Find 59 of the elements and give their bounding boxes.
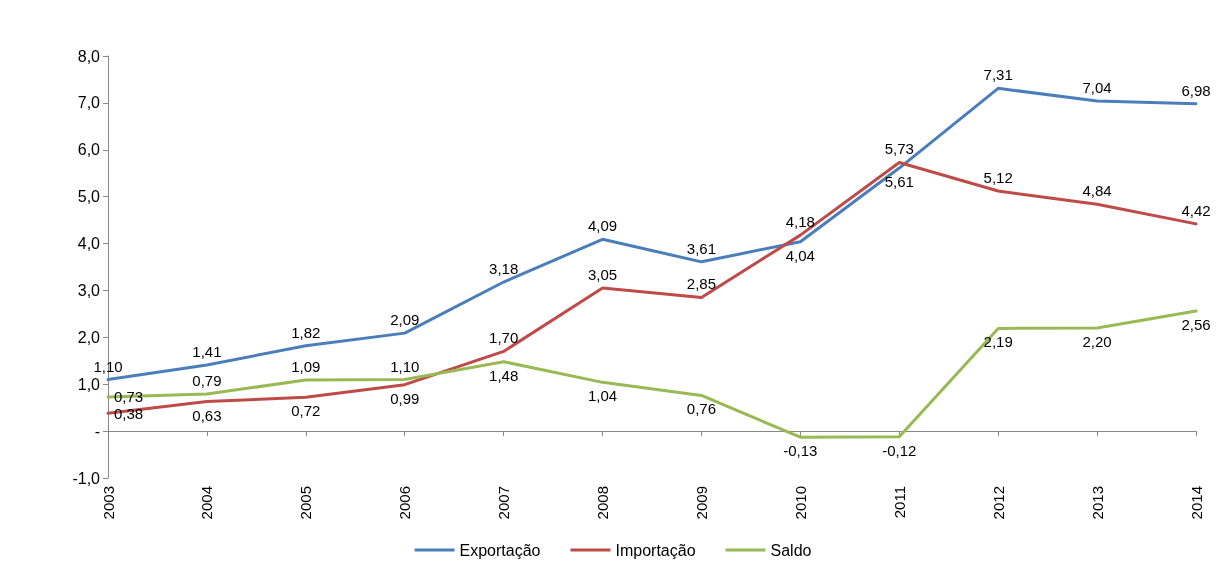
data-label: 7,31 — [983, 66, 1013, 84]
data-label: 1,10 — [93, 357, 123, 375]
data-label: 3,61 — [686, 239, 717, 257]
x-tick-label: 2006 — [396, 486, 414, 520]
data-label: 4,18 — [785, 213, 815, 231]
x-tick-label: 2014 — [1187, 486, 1205, 520]
x-tick-label: 2010 — [791, 486, 809, 520]
data-label: -0,12 — [882, 441, 917, 459]
y-tick-label: -1,0 — [72, 469, 101, 487]
data-label: 5,73 — [884, 140, 914, 158]
y-tick-label: 4,0 — [77, 235, 101, 253]
data-label: 2,09 — [390, 311, 420, 329]
data-label: 6,98 — [1181, 81, 1211, 99]
x-tick-label: 2005 — [297, 486, 315, 520]
data-label: 4,42 — [1181, 201, 1211, 219]
y-tick-label: 5,0 — [77, 188, 101, 206]
data-label: 2,20 — [1082, 332, 1112, 350]
data-label: 2,56 — [1181, 316, 1211, 334]
data-label: 3,05 — [587, 266, 618, 284]
legend-label: Saldo — [770, 541, 812, 559]
data-label: -0,13 — [783, 442, 818, 460]
y-tick-label: - — [94, 422, 100, 440]
y-tick-label: 2,0 — [77, 328, 101, 346]
data-label: 3,18 — [489, 260, 519, 277]
x-tick-label: 2011 — [890, 486, 908, 519]
data-label: 1,09 — [291, 358, 321, 375]
y-tick-label: 1,0 — [77, 375, 101, 393]
data-label: 0,76 — [686, 400, 717, 418]
y-tick-label: 6,0 — [77, 141, 101, 159]
y-tick-label: 8,0 — [77, 47, 101, 65]
data-label: 0,72 — [291, 402, 321, 420]
x-tick-label: 2012 — [989, 486, 1007, 520]
x-tick-label: 2008 — [594, 486, 612, 520]
data-label: 0,63 — [192, 406, 222, 424]
data-label: 1,41 — [192, 343, 222, 360]
data-label: 5,61 — [884, 173, 914, 191]
legend-label: Exportação — [459, 541, 541, 559]
data-label: 1,04 — [587, 387, 618, 405]
data-label: 0,79 — [192, 372, 222, 390]
data-label: 1,82 — [291, 323, 321, 341]
x-tick-label: 2009 — [692, 486, 710, 520]
data-label: 4,04 — [785, 246, 815, 264]
data-label: 2,85 — [686, 275, 717, 293]
data-label: 1,10 — [390, 357, 420, 375]
x-tick-label: 2003 — [99, 486, 117, 520]
data-label: 2,19 — [983, 333, 1013, 351]
data-label: 0,99 — [390, 389, 420, 407]
y-tick-label: 3,0 — [77, 281, 101, 299]
data-label: 4,09 — [587, 217, 618, 235]
legend-label: Importação — [615, 541, 696, 559]
data-label: 5,12 — [983, 169, 1013, 187]
x-tick-label: 2007 — [495, 486, 513, 520]
data-label: 7,04 — [1082, 79, 1112, 97]
data-label: 1,48 — [489, 366, 519, 384]
data-label: 4,84 — [1082, 182, 1112, 200]
x-tick-label: 2013 — [1088, 486, 1106, 520]
y-tick-label: 7,0 — [77, 94, 101, 112]
data-label: 1,70 — [489, 329, 519, 347]
x-tick-label: 2004 — [198, 486, 216, 520]
